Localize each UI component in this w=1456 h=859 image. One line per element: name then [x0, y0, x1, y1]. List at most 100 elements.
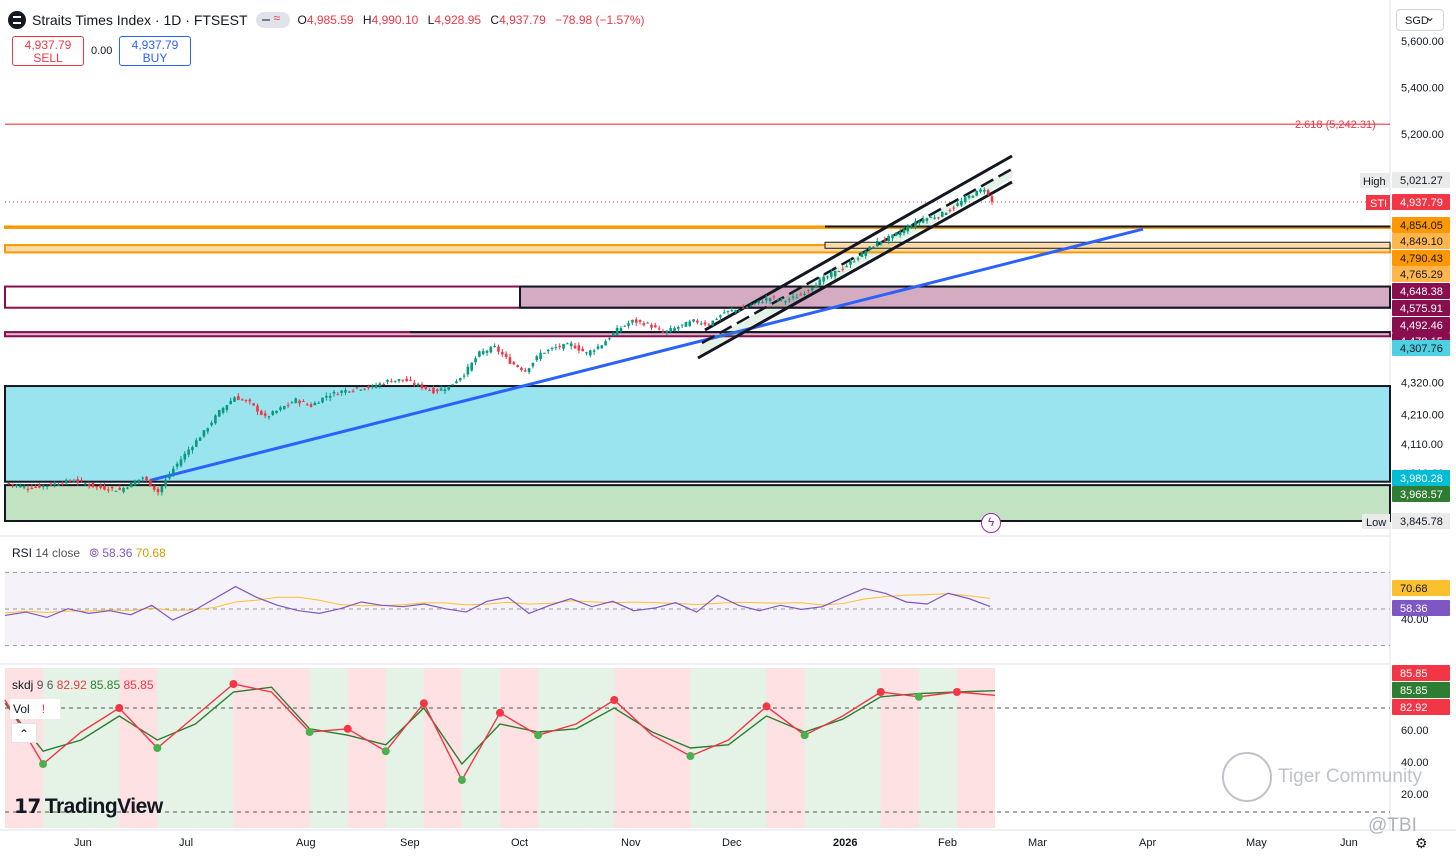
candle-body [455, 381, 458, 384]
skdj-legend[interactable]: skdj 9 6 82.92 85.85 85.85 [12, 678, 154, 692]
candle-body [807, 290, 810, 292]
zone-price-label: 4,765.29 [1400, 269, 1443, 281]
candle-body [7, 483, 11, 485]
candle-body [845, 266, 848, 268]
candle-body [344, 390, 347, 393]
candle-body [573, 345, 577, 349]
buy-price: 4,937.79 [131, 38, 179, 52]
symbol-title[interactable]: Straits Times Index · 1D · FTSEST [32, 12, 248, 28]
time-axis-tick: Nov [621, 837, 641, 849]
rsi-source-icon[interactable]: ⦾ [89, 546, 100, 560]
candle-body [562, 343, 565, 349]
candle-body [818, 279, 822, 286]
candle-body [340, 390, 343, 393]
lightning-event-icon[interactable]: ϟ [981, 513, 1001, 533]
zone-price-label: 4,790.43 [1400, 253, 1443, 265]
candle-body [267, 416, 271, 418]
candle-body [906, 226, 910, 232]
channel-fill [700, 168, 1012, 355]
candle-body [271, 411, 275, 415]
fib-2618-label: 2.618 (5,242.31) [1295, 119, 1376, 131]
settings-gear-icon[interactable]: ⚙ [1415, 835, 1428, 851]
candle-body [634, 319, 638, 323]
candle-body [87, 484, 91, 486]
zone-price-label-bg [1392, 470, 1450, 486]
candle-body [971, 195, 975, 198]
candle-body [527, 368, 531, 373]
candle-body [363, 388, 366, 390]
candle-body [233, 397, 236, 402]
index-logo-icon [8, 11, 26, 29]
zone-price-label-bg [1392, 340, 1450, 356]
candle-body [481, 351, 485, 355]
skdj-cross-dot [229, 680, 238, 688]
candle-body [543, 352, 546, 354]
candle-body [152, 485, 156, 490]
candle-body [914, 221, 917, 227]
skdj-bg-segment [766, 668, 805, 828]
candle-body [864, 251, 868, 256]
candle-body [386, 379, 389, 382]
watermark-logo-icon [1222, 752, 1272, 802]
candle-body [95, 486, 99, 488]
candle-body [214, 415, 217, 424]
candle-body [967, 195, 971, 198]
candle-body [707, 324, 711, 326]
candle-body [447, 386, 451, 390]
candle-body [822, 276, 825, 282]
zone-price-label: 4,575.91 [1400, 303, 1443, 315]
currency-select[interactable]: SGD [1396, 6, 1444, 31]
candle-body [409, 379, 412, 381]
candle-body [902, 229, 906, 234]
zone-price-label: 4,648.38 [1400, 286, 1443, 298]
collapse-legend-button[interactable]: ⌃ [11, 723, 37, 743]
volume-label: Vol [13, 702, 30, 716]
tradingview-logo[interactable]: 𝟭𝟳 TradingView [14, 794, 163, 819]
candle-body [351, 390, 355, 392]
candle-body [933, 217, 936, 219]
candle-body [348, 391, 351, 393]
candle-body [546, 349, 550, 352]
candle-body [642, 323, 646, 326]
time-axis-tick: Feb [938, 837, 957, 849]
volume-legend[interactable]: Vol! [10, 699, 60, 719]
candle-body [657, 328, 661, 330]
buy-button[interactable]: 4,937.79 BUY [119, 36, 191, 66]
time-axis-tick: Sep [400, 837, 420, 849]
zone-price-label: 3,980.28 [1400, 473, 1443, 485]
high-caption: High [1363, 176, 1386, 188]
candle-body [80, 479, 83, 481]
high-value-label-bg [1392, 172, 1450, 188]
tradingview-mark-icon: 𝟭𝟳 [14, 796, 41, 818]
sell-price: 4,937.79 [24, 38, 72, 52]
skdj-cross-dot [305, 728, 314, 736]
candle-body [443, 389, 447, 392]
candle-body [401, 379, 405, 381]
candle-body [194, 440, 198, 447]
candle-body [413, 382, 416, 385]
skdj-cross-dot [610, 696, 619, 704]
candle-body [983, 189, 986, 192]
candle-body [650, 324, 653, 328]
skdj-price-label: 85.85 [1400, 668, 1428, 680]
channel-lower-line [697, 180, 1013, 360]
candle-body [898, 231, 902, 236]
candle-body [416, 383, 420, 385]
candle-body [458, 378, 462, 381]
candle-body [298, 400, 301, 404]
candle-body [619, 328, 623, 332]
candle-body [106, 489, 110, 491]
sell-button[interactable]: 4,937.79 SELL [12, 36, 84, 66]
candle-body [761, 302, 764, 304]
skdj-cross-dot [762, 702, 771, 711]
price-axis-tick: 4,210.00 [1401, 410, 1444, 422]
candle-body [72, 481, 76, 483]
skdj-price-label-bg [1392, 682, 1450, 698]
candle-body [895, 232, 898, 236]
skdj-cross-dot [534, 731, 543, 740]
rsi-legend[interactable]: RSI 14 close ⦾ 58.36 70.68 [12, 546, 166, 561]
candle-body [462, 375, 466, 377]
market-status-icon[interactable] [255, 11, 290, 28]
